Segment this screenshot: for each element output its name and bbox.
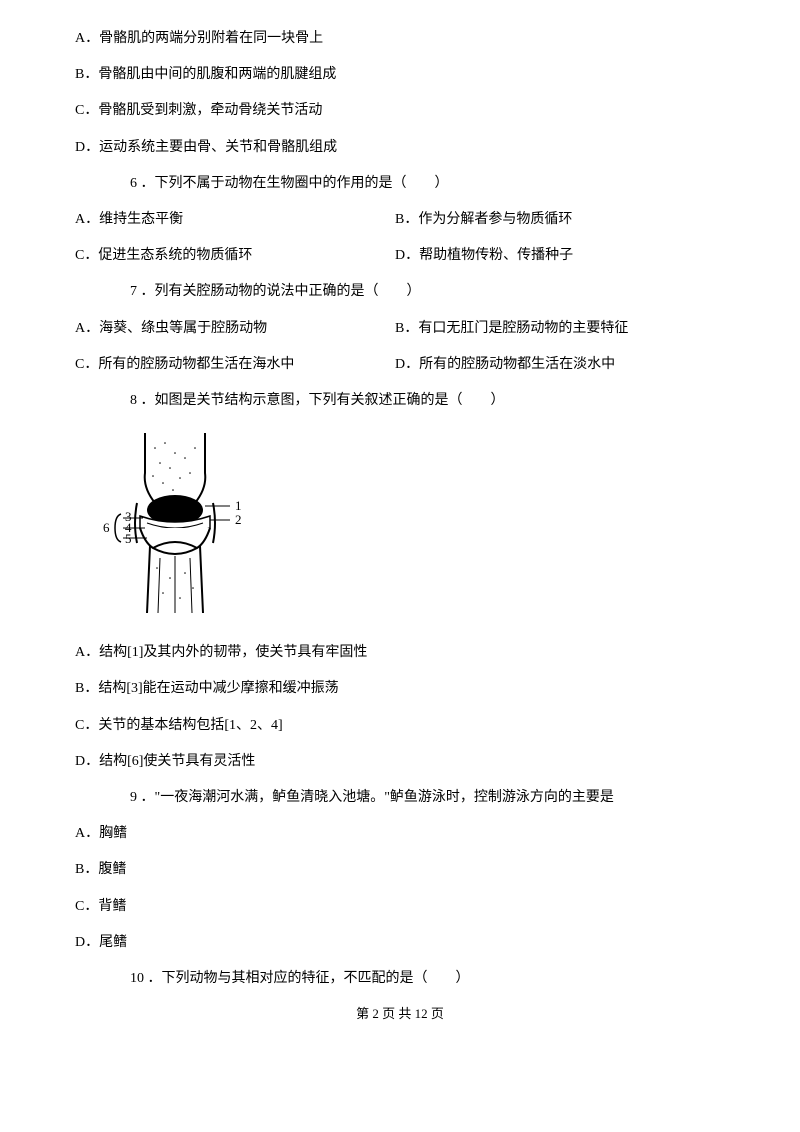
q7-option-b: B．有口无肛门是腔肠动物的主要特征 (395, 320, 628, 338)
diagram-label-1: 1 (235, 498, 242, 513)
diagram-label-6: 6 (103, 520, 110, 535)
q7-option-a: A．海葵、绦虫等属于腔肠动物 (75, 320, 395, 338)
page-footer: 第 2 页 共 12 页 (75, 1006, 725, 1023)
q5-option-d: D．运动系统主要由骨、关节和骨骼肌组成 (75, 139, 725, 157)
q7-stem: 7 ．列有关腔肠动物的说法中正确的是（ ） (130, 283, 725, 301)
q8-option-a: A．结构[1]及其内外的韧带，使关节具有牢固性 (75, 644, 725, 662)
q5-option-b: B．骨骼肌由中间的肌腹和两端的肌腱组成 (75, 66, 725, 84)
q6-option-a: A．维持生态平衡 (75, 211, 395, 229)
q8-option-d: D．结构[6]使关节具有灵活性 (75, 753, 725, 771)
q9-option-a: A．胸鳍 (75, 825, 725, 843)
q6-option-b: B．作为分解者参与物质循环 (395, 211, 572, 229)
q8-option-c: C．关节的基本结构包括[1、2、4] (75, 717, 725, 735)
q9-option-c: C．背鳍 (75, 898, 725, 916)
diagram-label-5: 5 (125, 531, 132, 546)
q6-option-d: D．帮助植物传粉、传播种子 (395, 247, 573, 265)
diagram-label-2: 2 (235, 512, 242, 527)
q9-option-d: D．尾鳍 (75, 934, 725, 952)
q10-stem: 10 ．下列动物与其相对应的特征，不匹配的是（ ） (130, 970, 725, 988)
q9-option-b: B．腹鳍 (75, 861, 725, 879)
q5-option-a: A．骨骼肌的两端分别附着在同一块骨上 (75, 30, 725, 48)
joint-diagram: 1 2 3 4 5 6 (75, 428, 725, 624)
q5-option-c: C．骨骼肌受到刺激，牵动骨绕关节活动 (75, 102, 725, 120)
q8-option-b: B．结构[3]能在运动中减少摩擦和缓冲振荡 (75, 680, 725, 698)
q6-option-c: C．促进生态系统的物质循环 (75, 247, 395, 265)
q7-option-c: C．所有的腔肠动物都生活在海水中 (75, 356, 395, 374)
q7-option-d: D．所有的腔肠动物都生活在淡水中 (395, 356, 615, 374)
q9-stem: 9 ．"一夜海潮河水满，鲈鱼清晓入池塘。"鲈鱼游泳时，控制游泳方向的主要是 (130, 789, 725, 807)
q6-stem: 6 ．下列不属于动物在生物圈中的作用的是（ ） (130, 175, 725, 193)
q8-stem: 8 ．如图是关节结构示意图，下列有关叙述正确的是（ ） (130, 392, 725, 410)
